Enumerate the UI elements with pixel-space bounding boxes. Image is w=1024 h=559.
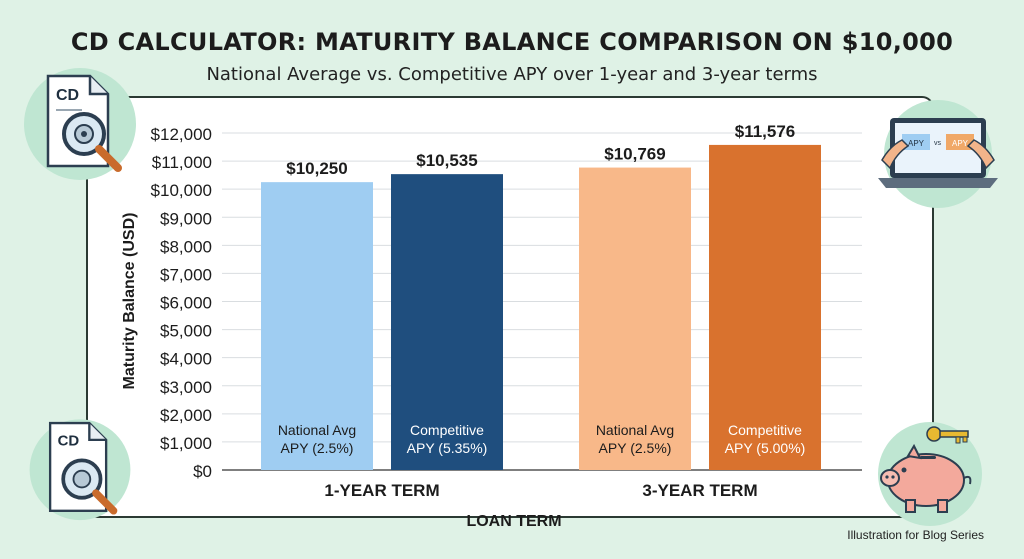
laptop-vs-label: vs <box>934 140 942 147</box>
y-tick-label: $2,000 <box>160 406 212 425</box>
data-label: $11,576 <box>735 122 796 141</box>
x-axis-title: LOAN TERM <box>466 513 561 530</box>
bar <box>709 144 821 470</box>
bar-label: APY (5.00%) <box>725 440 806 456</box>
x-category-label: 1-YEAR TERM <box>324 481 439 500</box>
piggy-bank-key-icon <box>860 412 1000 527</box>
bar-label: APY (2.5%) <box>599 440 672 456</box>
bar-label: Competitive <box>410 422 484 438</box>
laptop-apy-comparison-icon: APY vs APY <box>868 98 1008 210</box>
y-tick-label: $3,000 <box>160 378 212 397</box>
y-tick-label: $7,000 <box>160 265 212 284</box>
data-label: $10,535 <box>416 151 477 170</box>
laptop-right-label: APY <box>952 139 969 148</box>
data-label: $10,250 <box>286 159 347 178</box>
bar <box>579 167 691 470</box>
footer-note: Illustration for Blog Series <box>847 528 984 542</box>
y-tick-label: $11,000 <box>152 153 212 172</box>
cd-document-magnifier-icon: CD <box>20 62 140 182</box>
bar-label: National Avg <box>596 422 674 438</box>
chart-subtitle: National Average vs. Competitive APY ove… <box>206 64 818 85</box>
bar <box>391 174 503 470</box>
x-category-label: 3-YEAR TERM <box>642 481 757 500</box>
bar-label: Competitive <box>728 422 802 438</box>
y-tick-label: $4,000 <box>160 350 212 369</box>
y-tick-label: $1,000 <box>160 434 212 453</box>
y-tick-label: $6,000 <box>160 294 212 313</box>
bar-label: APY (2.5%) <box>281 440 354 456</box>
y-axis-title: Maturity Balance (USD) <box>121 213 138 390</box>
bar-label: APY (5.35%) <box>407 440 488 456</box>
y-tick-label: $8,000 <box>160 237 212 256</box>
laptop-left-label: APY <box>908 139 925 148</box>
bar <box>261 182 373 471</box>
doc-label: CD <box>56 87 79 104</box>
doc-label: CD <box>58 432 80 449</box>
chart-title: CD CALCULATOR: MATURITY BALANCE COMPARIS… <box>70 28 954 56</box>
y-tick-label: $9,000 <box>160 209 212 228</box>
y-tick-label: $12,000 <box>151 125 212 144</box>
data-label: $10,769 <box>604 145 665 164</box>
bar-label: National Avg <box>278 422 356 438</box>
y-tick-label: $5,000 <box>160 322 212 341</box>
y-tick-label: $10,000 <box>151 181 212 200</box>
y-tick-label: $0 <box>193 462 212 481</box>
cd-document-magnifier-icon: CD <box>24 410 136 522</box>
